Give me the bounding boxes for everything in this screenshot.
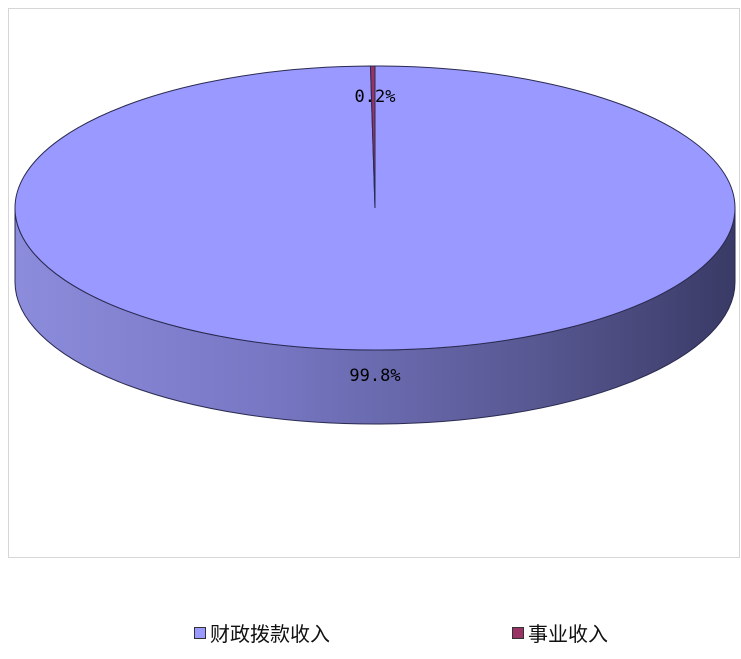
data-label-fiscal: 99.8% <box>349 366 400 386</box>
legend: 财政拨款收入 事业收入 <box>0 618 741 648</box>
pie-chart: 99.8% 0.2% <box>14 65 736 425</box>
legend-swatch-fiscal <box>194 626 206 639</box>
legend-item-business: 事业收入 <box>512 618 608 647</box>
legend-label-fiscal: 财政拨款收入 <box>210 622 330 646</box>
legend-swatch-business <box>512 626 524 639</box>
legend-label-business: 事业收入 <box>528 622 608 646</box>
data-label-business: 0.2% <box>355 87 396 107</box>
pie-top-face <box>14 65 736 351</box>
pie-data-labels: 99.8% 0.2% <box>349 87 400 386</box>
pie-slice-business <box>369 65 376 209</box>
chart-area: 99.8% 0.2% <box>8 8 740 558</box>
legend-item-fiscal: 财政拨款收入 <box>194 618 330 647</box>
